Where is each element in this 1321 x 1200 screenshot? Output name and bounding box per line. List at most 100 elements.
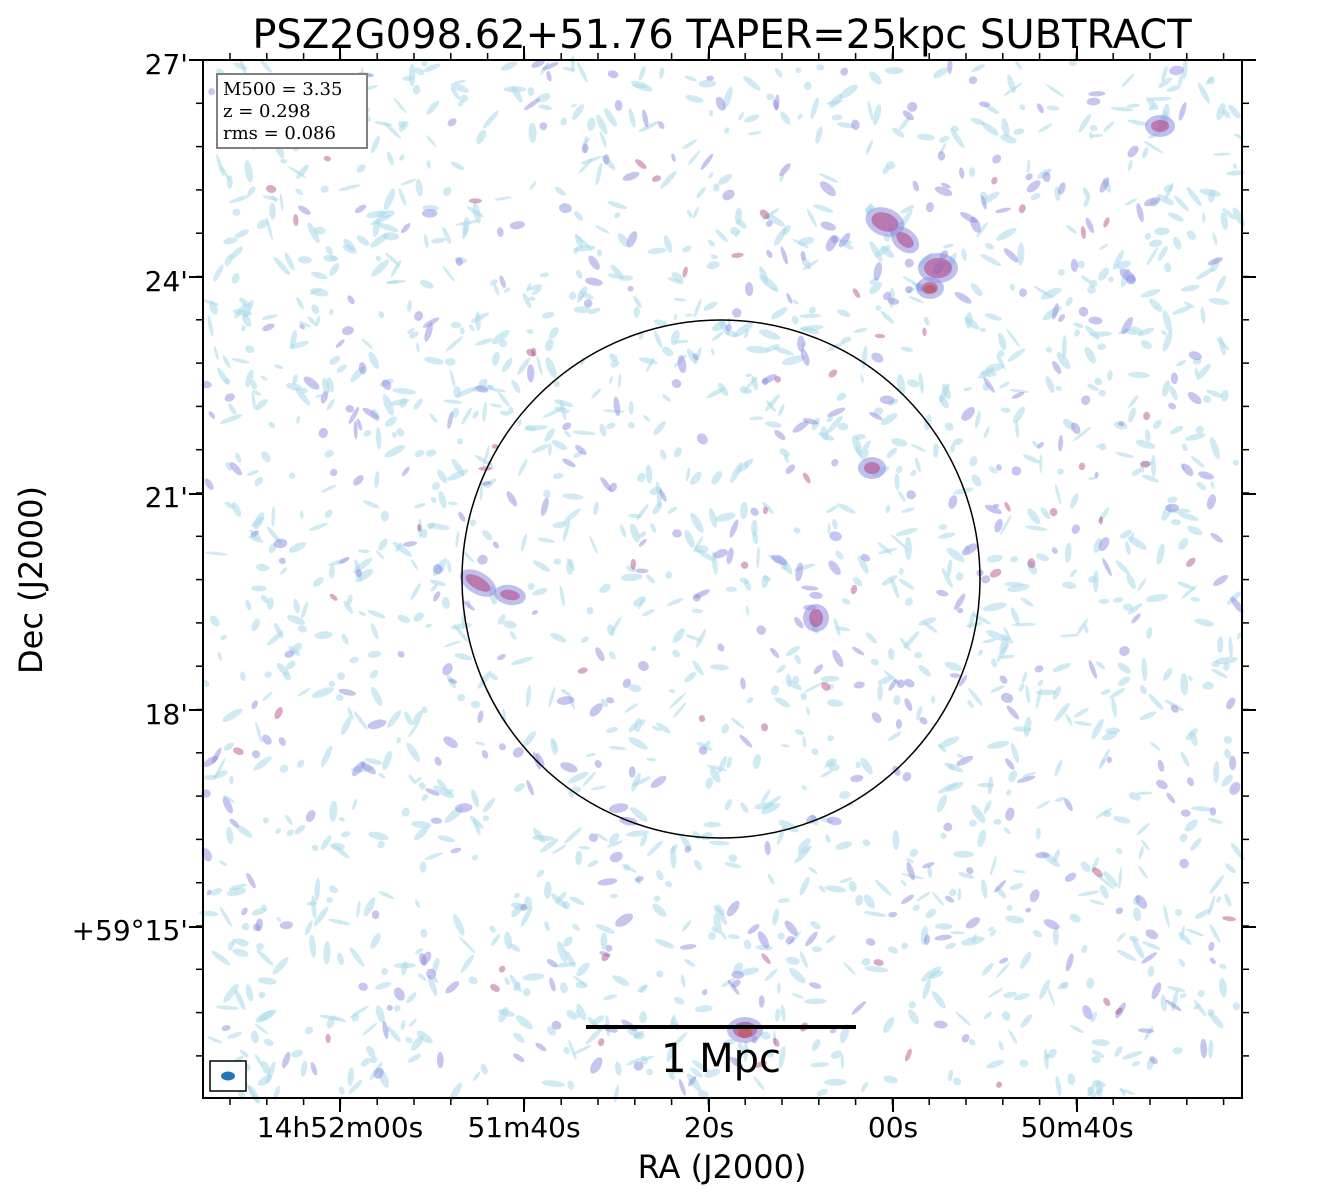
emission-blob bbox=[424, 623, 433, 628]
emission-blob bbox=[1167, 212, 1184, 222]
emission-blob bbox=[707, 239, 716, 247]
emission-blob bbox=[216, 153, 224, 177]
emission-blob bbox=[1125, 541, 1131, 555]
emission-blob bbox=[577, 286, 588, 300]
emission-blob bbox=[504, 977, 510, 986]
emission-blob bbox=[851, 1001, 867, 1015]
emission-blob bbox=[895, 528, 918, 536]
emission-blob bbox=[759, 209, 770, 220]
emission-blob bbox=[850, 774, 864, 783]
emission-blob bbox=[765, 1049, 775, 1058]
emission-blob bbox=[751, 375, 759, 391]
emission-blob bbox=[252, 390, 262, 396]
emission-blob bbox=[777, 898, 791, 903]
emission-blob bbox=[374, 121, 393, 126]
emission-blob bbox=[1054, 796, 1066, 803]
emission-blob bbox=[628, 737, 648, 750]
emission-blob bbox=[1005, 807, 1015, 821]
emission-blob bbox=[986, 1059, 1004, 1069]
emission-blob bbox=[1208, 189, 1216, 203]
emission-blob bbox=[235, 452, 242, 463]
emission-blob bbox=[223, 237, 238, 245]
emission-blob bbox=[520, 903, 527, 911]
emission-blob bbox=[614, 1061, 622, 1076]
emission-blob bbox=[615, 913, 634, 927]
emission-blob bbox=[1058, 268, 1065, 276]
emission-blob bbox=[1151, 120, 1169, 132]
emission-blob bbox=[256, 219, 269, 229]
emission-blob bbox=[1045, 84, 1065, 97]
emission-blob bbox=[957, 607, 964, 614]
emission-blob bbox=[289, 329, 298, 350]
emission-blob bbox=[273, 1085, 280, 1101]
emission-blob bbox=[595, 832, 608, 842]
emission-blob bbox=[357, 549, 370, 554]
emission-blob bbox=[472, 201, 481, 224]
y-tick-label: 18' bbox=[145, 698, 188, 731]
emission-blob bbox=[420, 280, 434, 289]
emission-blob bbox=[606, 840, 623, 848]
emission-blob bbox=[562, 493, 584, 500]
emission-blob bbox=[1186, 777, 1195, 787]
emission-blob bbox=[427, 975, 438, 996]
emission-blob bbox=[1083, 197, 1090, 208]
emission-blob bbox=[1009, 883, 1024, 891]
emission-blob bbox=[995, 962, 1011, 979]
emission-blob bbox=[628, 421, 635, 429]
emission-blob bbox=[840, 336, 852, 344]
emission-blob bbox=[286, 660, 296, 670]
emission-blob bbox=[341, 716, 352, 735]
emission-blob bbox=[295, 387, 311, 406]
emission-blob bbox=[1169, 385, 1178, 401]
emission-blob bbox=[887, 297, 900, 305]
emission-blob bbox=[828, 763, 840, 772]
emission-blob bbox=[938, 135, 950, 143]
emission-blob bbox=[609, 851, 623, 863]
emission-blob bbox=[634, 876, 644, 882]
emission-blob bbox=[694, 1005, 713, 1013]
emission-blob bbox=[1172, 1047, 1183, 1055]
emission-blob bbox=[532, 587, 548, 596]
emission-blob bbox=[410, 583, 421, 600]
emission-blob bbox=[761, 789, 771, 804]
emission-blob bbox=[465, 574, 491, 592]
emission-blob bbox=[499, 410, 511, 416]
emission-blob bbox=[1225, 170, 1245, 176]
emission-blob bbox=[346, 594, 353, 606]
emission-blob bbox=[432, 482, 440, 491]
emission-blob bbox=[809, 609, 823, 627]
emission-blob bbox=[995, 207, 1012, 213]
emission-blob bbox=[656, 870, 664, 881]
emission-blob bbox=[984, 313, 1003, 321]
emission-blob bbox=[953, 1077, 962, 1086]
emission-blob bbox=[460, 954, 475, 973]
emission-blob bbox=[280, 158, 287, 164]
emission-blob bbox=[449, 369, 456, 388]
emission-blob bbox=[253, 923, 261, 931]
emission-blob bbox=[941, 383, 951, 400]
emission-blob bbox=[614, 212, 621, 219]
emission-blob bbox=[1228, 636, 1233, 658]
emission-blob bbox=[1223, 662, 1230, 671]
emission-blob bbox=[433, 977, 439, 984]
emission-blob bbox=[950, 931, 965, 935]
emission-blob bbox=[803, 81, 812, 90]
emission-blob bbox=[542, 407, 565, 418]
emission-blob bbox=[455, 220, 479, 226]
emission-blob bbox=[1224, 863, 1236, 874]
emission-blob bbox=[412, 84, 421, 95]
emission-blob bbox=[443, 399, 463, 404]
emission-blob bbox=[539, 838, 559, 853]
emission-blob bbox=[459, 94, 469, 103]
emission-blob bbox=[949, 888, 957, 897]
emission-blob bbox=[692, 536, 704, 553]
emission-blob bbox=[589, 703, 603, 717]
emission-blob bbox=[682, 245, 692, 253]
emission-blob bbox=[531, 347, 537, 357]
emission-blob bbox=[1013, 406, 1025, 424]
emission-blob bbox=[542, 61, 559, 71]
emission-blob bbox=[595, 162, 603, 186]
emission-blob bbox=[843, 243, 854, 250]
emission-blob bbox=[984, 243, 995, 250]
emission-blob bbox=[264, 671, 273, 678]
